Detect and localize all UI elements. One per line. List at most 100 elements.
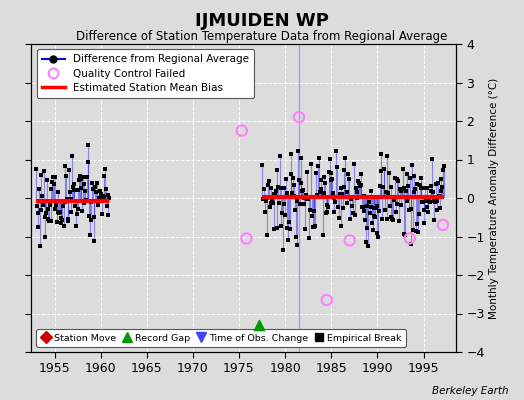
Point bbox=[267, 185, 276, 191]
Point bbox=[77, 176, 85, 182]
Point bbox=[301, 226, 309, 232]
Text: IJMUIDEN WP: IJMUIDEN WP bbox=[195, 12, 329, 30]
Point bbox=[340, 184, 348, 190]
Point bbox=[47, 186, 55, 193]
Point bbox=[378, 216, 386, 223]
Point bbox=[353, 189, 361, 196]
Point bbox=[402, 198, 411, 204]
Point bbox=[57, 220, 66, 226]
Point bbox=[435, 205, 444, 211]
Point bbox=[379, 166, 388, 172]
Point bbox=[102, 186, 110, 192]
Point bbox=[394, 178, 402, 184]
Point bbox=[315, 154, 323, 161]
Point bbox=[403, 171, 412, 177]
Point bbox=[82, 197, 90, 203]
Point bbox=[47, 218, 56, 224]
Point bbox=[297, 179, 305, 186]
Point bbox=[296, 201, 304, 207]
Point bbox=[51, 206, 59, 212]
Point bbox=[323, 208, 332, 215]
Point bbox=[386, 202, 394, 209]
Point bbox=[67, 196, 75, 203]
Point bbox=[43, 216, 52, 222]
Point bbox=[259, 194, 268, 200]
Point bbox=[80, 200, 89, 206]
Point bbox=[332, 147, 340, 154]
Point bbox=[348, 210, 357, 216]
Point bbox=[343, 200, 351, 206]
Point bbox=[328, 175, 336, 182]
Point bbox=[333, 194, 342, 200]
Point bbox=[71, 202, 80, 209]
Point bbox=[345, 176, 353, 182]
Point bbox=[299, 187, 307, 194]
Point bbox=[282, 224, 291, 231]
Point bbox=[289, 175, 297, 182]
Point bbox=[263, 232, 271, 238]
Point bbox=[105, 194, 113, 201]
Point bbox=[95, 195, 103, 201]
Point bbox=[408, 162, 416, 168]
Point bbox=[56, 209, 64, 216]
Point bbox=[372, 205, 380, 212]
Point bbox=[50, 181, 58, 187]
Point bbox=[284, 237, 292, 243]
Point bbox=[412, 181, 421, 187]
Point bbox=[277, 222, 286, 229]
Point bbox=[350, 194, 358, 200]
Point bbox=[416, 184, 424, 191]
Point bbox=[351, 212, 359, 218]
Point bbox=[320, 190, 328, 196]
Point bbox=[37, 207, 46, 214]
Point bbox=[311, 222, 319, 229]
Point bbox=[280, 200, 289, 207]
Point bbox=[73, 205, 82, 212]
Point bbox=[42, 210, 50, 216]
Point bbox=[359, 208, 368, 214]
Point bbox=[93, 179, 101, 186]
Point bbox=[384, 189, 392, 196]
Point bbox=[373, 202, 381, 209]
Point bbox=[440, 163, 448, 169]
Point bbox=[48, 178, 57, 185]
Point bbox=[83, 173, 91, 180]
Point bbox=[75, 177, 83, 184]
Point bbox=[409, 226, 417, 233]
Point bbox=[393, 175, 401, 182]
Point bbox=[356, 183, 364, 189]
Point bbox=[288, 190, 296, 197]
Point bbox=[325, 169, 333, 176]
Point bbox=[418, 198, 426, 205]
Point bbox=[55, 210, 63, 216]
Point bbox=[411, 186, 419, 192]
Point bbox=[429, 189, 437, 196]
Point bbox=[335, 215, 343, 221]
Text: Difference of Station Temperature Data from Regional Average: Difference of Station Temperature Data f… bbox=[77, 30, 447, 43]
Point bbox=[263, 195, 271, 201]
Point bbox=[88, 179, 96, 186]
Point bbox=[315, 189, 324, 195]
Point bbox=[422, 198, 430, 204]
Point bbox=[268, 197, 276, 204]
Point bbox=[100, 194, 108, 200]
Point bbox=[346, 196, 355, 202]
Point bbox=[283, 190, 292, 197]
Point bbox=[44, 206, 52, 212]
Point bbox=[389, 196, 398, 202]
Point bbox=[381, 188, 390, 195]
Point bbox=[413, 221, 422, 228]
Point bbox=[398, 186, 406, 192]
Point bbox=[380, 166, 389, 173]
Point bbox=[396, 186, 404, 192]
Point bbox=[305, 206, 314, 213]
Point bbox=[412, 228, 420, 234]
Point bbox=[375, 208, 383, 214]
Point bbox=[34, 210, 42, 216]
Point bbox=[35, 186, 43, 192]
Point bbox=[363, 203, 371, 210]
Point bbox=[400, 231, 409, 237]
Point bbox=[350, 161, 358, 168]
Point bbox=[86, 217, 95, 223]
Point bbox=[78, 208, 86, 214]
